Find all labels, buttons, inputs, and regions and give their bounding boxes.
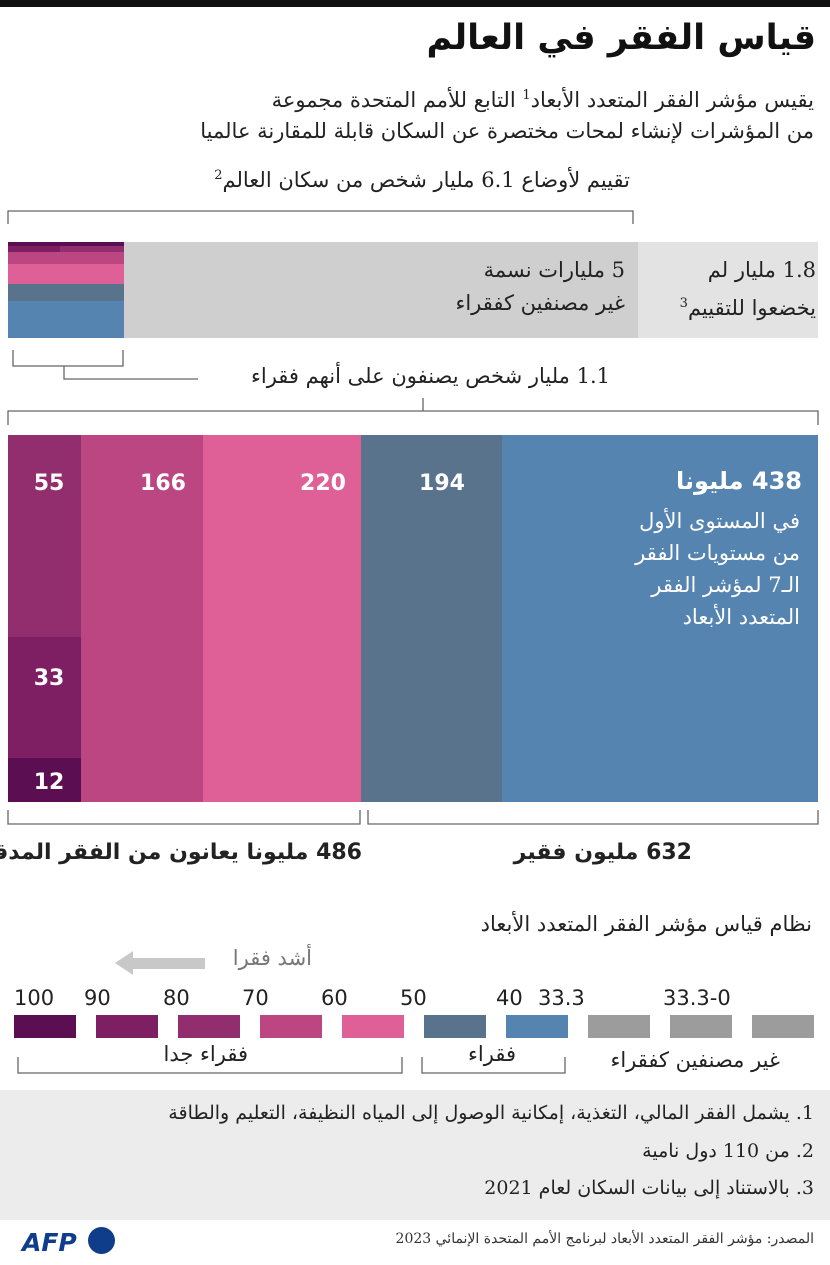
scale-cell-70 bbox=[260, 1015, 322, 1038]
intro-text: يقيس مؤشر الفقر المتعدد الأبعاد1 التابع … bbox=[14, 80, 814, 147]
bar-label-194: 194 bbox=[419, 471, 465, 496]
not-evaluated-line-1: 1.8 مليار لم bbox=[707, 258, 816, 282]
afp-logo-dot-icon bbox=[88, 1227, 115, 1254]
arrow-head bbox=[115, 951, 133, 975]
mini-segment-194 bbox=[8, 284, 124, 301]
desc-line-3: الـ7 لمؤشر الفقر bbox=[651, 573, 800, 597]
tick-100: 100 bbox=[14, 986, 55, 1010]
footnote-ref-2: 2 bbox=[214, 168, 223, 183]
not-classified-line-2: غير مصنفين كفقراء bbox=[455, 291, 625, 315]
not-poor-scale-label: غير مصنفين كفقراء bbox=[610, 1048, 780, 1072]
footnote-2: 2. من 110 دول نامية bbox=[642, 1140, 814, 1162]
bar-label-55: 55 bbox=[34, 471, 65, 496]
bar-label-12: 12 bbox=[34, 770, 65, 795]
scale-title: نظام قياس مؤشر الفقر المتعدد الأبعاد bbox=[480, 912, 812, 936]
arrow-shaft bbox=[133, 958, 205, 969]
bar-438-description: في المستوى الأول من مستويات الفقر الـ7 ل… bbox=[510, 505, 800, 633]
not-classified-text: 5 مليارات نسمة غير مصنفين كفقراء bbox=[455, 254, 625, 320]
footnote-ref-1: 1 bbox=[522, 88, 531, 103]
scale-cell-80 bbox=[178, 1015, 240, 1038]
evaluation-bracket bbox=[7, 210, 634, 224]
top-rule bbox=[0, 0, 830, 7]
not-classified-line-1: 5 مليارات نسمة bbox=[483, 258, 625, 282]
source-line: المصدر: مؤشر الفقر المتعدد الأبعاد لبرنا… bbox=[395, 1231, 814, 1247]
evaluation-label: تقييم لأوضاع 6.1 مليار شخص من سكان العال… bbox=[214, 168, 630, 192]
mini-segment-33 bbox=[8, 246, 60, 252]
tick-33-3: 33.3 bbox=[538, 986, 585, 1010]
poor-connector bbox=[63, 366, 198, 380]
bar-194 bbox=[361, 435, 502, 802]
poor-total-bracket bbox=[367, 810, 819, 825]
evaluation-label-text: تقييم لأوضاع 6.1 مليار شخص من سكان العال… bbox=[222, 168, 630, 192]
bar-438 bbox=[502, 435, 818, 802]
arrow-label: أشد فقرا bbox=[232, 946, 312, 970]
scale-cell-90 bbox=[96, 1015, 158, 1038]
bar-55 bbox=[8, 435, 81, 637]
intro-line-1a: يقيس مؤشر الفقر المتعدد الأبعاد bbox=[530, 88, 814, 112]
scale-cell-100 bbox=[14, 1015, 76, 1038]
scale-cell-30 bbox=[588, 1015, 650, 1038]
mini-segment-438 bbox=[8, 301, 124, 338]
not-evaluated-text: 1.8 مليار لم يخضعوا للتقييم3 bbox=[680, 254, 816, 325]
severe-bracket bbox=[7, 810, 361, 825]
tick-60: 60 bbox=[321, 986, 348, 1010]
afp-logo-text: AFP bbox=[22, 1228, 77, 1257]
tick-50: 50 bbox=[400, 986, 427, 1010]
notes-box bbox=[0, 1090, 830, 1220]
mini-segment-220 bbox=[8, 264, 124, 284]
desc-line-4: المتعدد الأبعاد bbox=[682, 605, 800, 629]
poor-total-label: 632 مليون فقير bbox=[513, 840, 692, 865]
scale-cell-40 bbox=[506, 1015, 568, 1038]
poverty-bars: 194 220 166 55 33 12 bbox=[8, 435, 818, 802]
footnote-3: 3. بالاستناد إلى بيانات السكان لعام 2021 bbox=[484, 1177, 814, 1199]
bar-12 bbox=[8, 758, 81, 802]
very-poor-bracket bbox=[17, 1057, 403, 1074]
mini-segment-55 bbox=[60, 246, 124, 252]
desc-line-1: في المستوى الأول bbox=[639, 509, 800, 533]
classified-poor-label: 1.1 مليار شخص يصنفون على أنهم فقراء bbox=[251, 364, 610, 388]
poor-mini-bracket bbox=[12, 350, 124, 367]
tick-70: 70 bbox=[242, 986, 269, 1010]
scale-cell-50 bbox=[424, 1015, 486, 1038]
bar-166 bbox=[81, 435, 203, 802]
tick-33-3-0: 33.3-0 bbox=[663, 986, 731, 1010]
not-evaluated-line-2: يخضعوا للتقييم3 bbox=[680, 287, 816, 325]
footnote-ref-3: 3 bbox=[679, 296, 688, 311]
scale-cell-20 bbox=[670, 1015, 732, 1038]
intro-line-1b: التابع للأمم المتحدة مجموعة bbox=[271, 88, 523, 112]
footnote-1: 1. يشمل الفقر المالي، التغذية، إمكانية ا… bbox=[168, 1102, 814, 1124]
very-poor-label: فقراء جدا bbox=[157, 1042, 254, 1066]
bar-label-33: 33 bbox=[34, 666, 65, 691]
poor-scale-bracket bbox=[421, 1057, 566, 1074]
not-evaluated-line-2-text: يخضعوا للتقييم bbox=[687, 296, 816, 320]
mini-segment-12 bbox=[8, 242, 124, 246]
page-title: قياس الفقر في العالم bbox=[426, 18, 816, 58]
poor-bracket bbox=[7, 398, 819, 425]
poor-scale-label: فقراء bbox=[462, 1042, 522, 1066]
mini-poor-bar bbox=[8, 242, 124, 338]
tick-80: 80 bbox=[163, 986, 190, 1010]
severe-total-label: 486 مليونا يعانون من الفقر المدقع bbox=[0, 840, 362, 865]
bar-label-220: 220 bbox=[300, 471, 346, 496]
bar-label-166: 166 bbox=[140, 471, 186, 496]
tick-40: 40 bbox=[496, 986, 523, 1010]
bar-220 bbox=[203, 435, 361, 802]
scale-cell-10 bbox=[752, 1015, 814, 1038]
bar-label-438: 438 مليونا bbox=[676, 467, 802, 495]
bar-33 bbox=[8, 637, 81, 758]
tick-90: 90 bbox=[84, 986, 111, 1010]
desc-line-2: من مستويات الفقر bbox=[635, 541, 800, 565]
scale-cell-60 bbox=[342, 1015, 404, 1038]
intro-line-1: يقيس مؤشر الفقر المتعدد الأبعاد1 التابع … bbox=[14, 80, 814, 116]
intro-line-2: من المؤشرات لإنشاء لمحات مختصرة عن السكا… bbox=[200, 119, 814, 143]
mini-segment-166 bbox=[8, 252, 124, 264]
